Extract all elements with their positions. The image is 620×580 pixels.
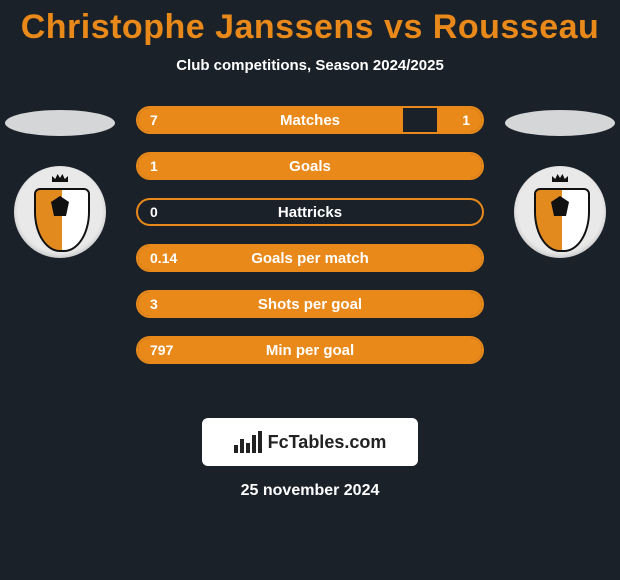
stat-bar: Goals1 [136,152,484,180]
player-left-column [0,106,120,258]
stat-value-left: 0.14 [150,246,177,270]
brand-text: FcTables.com [268,432,387,453]
player-left-placeholder [5,110,115,136]
stat-value-right: 1 [462,108,470,132]
stat-bar-label: Min per goal [138,338,482,362]
stat-bars: Matches71Goals1Hattricks0Goals per match… [136,106,484,364]
stat-bar: Goals per match0.14 [136,244,484,272]
stat-value-left: 0 [150,200,158,224]
stat-value-left: 797 [150,338,173,362]
page-subtitle: Club competitions, Season 2024/2025 [0,57,620,74]
brand-bars-icon [234,431,262,453]
stat-bar-label: Goals per match [138,246,482,270]
stat-bar: Min per goal797 [136,336,484,364]
stat-bar-label: Goals [138,154,482,178]
player-right-column [500,106,620,258]
stat-bar: Shots per goal3 [136,290,484,318]
stat-bar: Hattricks0 [136,198,484,226]
stat-bar-label: Matches [138,108,482,132]
stat-bar-label: Shots per goal [138,292,482,316]
report-date: 25 november 2024 [0,482,620,500]
player-right-placeholder [505,110,615,136]
brand-badge: FcTables.com [202,418,418,466]
page-title: Christophe Janssens vs Rousseau [0,0,620,47]
stat-bar-label: Hattricks [138,200,482,224]
club-crest-left [14,166,106,258]
comparison-panel: Matches71Goals1Hattricks0Goals per match… [0,106,620,396]
stat-bar: Matches7 1 [136,106,484,134]
stat-value-left: 1 [150,154,158,178]
stat-value-left: 7 [150,108,158,132]
club-crest-right [514,166,606,258]
stat-value-left: 3 [150,292,158,316]
